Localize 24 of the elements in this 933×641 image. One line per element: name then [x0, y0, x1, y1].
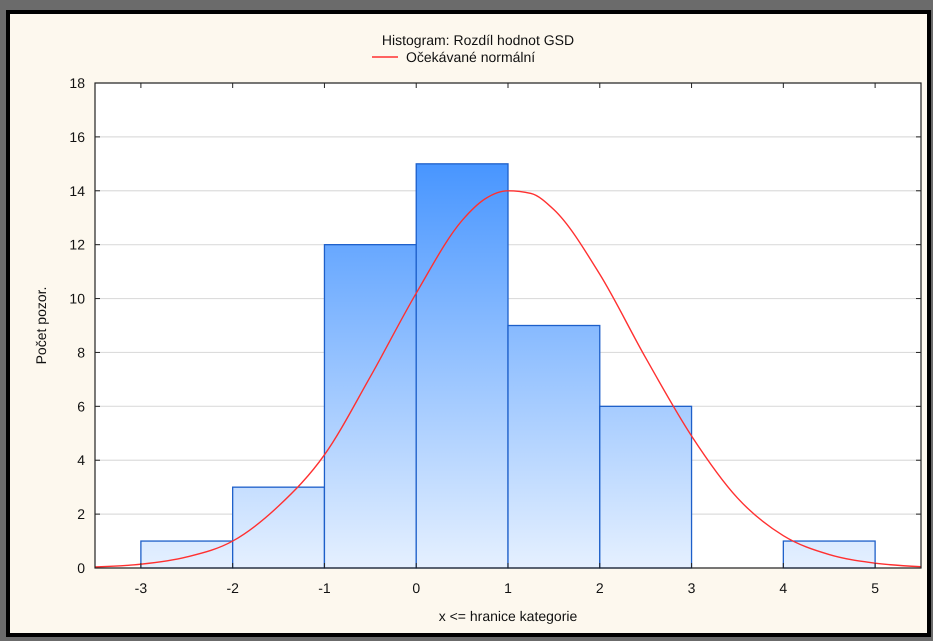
y-tick-label: 4	[77, 452, 86, 468]
line-series	[94, 190, 922, 568]
x-tick-label: 0	[412, 580, 420, 596]
y-tick-label: 12	[69, 236, 86, 253]
y-axis-title: Počet pozor.	[33, 286, 49, 364]
x-tick-label: -1	[318, 580, 331, 596]
x-tick-label: 5	[871, 580, 880, 596]
y-tick-label: 6	[77, 398, 86, 414]
y-tick-label: 2	[77, 506, 86, 522]
y-tick-label: 0	[77, 560, 86, 576]
y-tick-label: 16	[69, 128, 86, 145]
x-tick-label: -3	[134, 580, 148, 596]
y-tick-label: 10	[69, 290, 86, 307]
y-tick-label: 18	[69, 75, 86, 91]
x-tick-label: 3	[688, 580, 696, 596]
x-tick-label: 2	[596, 580, 604, 596]
x-axis-title: x <= hranice kategorie	[438, 608, 578, 624]
x-tick-label: -2	[226, 580, 240, 596]
y-tick-label: 14	[69, 182, 86, 199]
x-tick-label: 4	[779, 580, 788, 596]
legend-label: Očekávané normální	[406, 49, 536, 65]
x-tick-label: 1	[504, 580, 512, 596]
chart-title: Histogram: Rozdíl hodnot GSD	[382, 32, 574, 48]
y-tick-label: 8	[77, 344, 86, 360]
